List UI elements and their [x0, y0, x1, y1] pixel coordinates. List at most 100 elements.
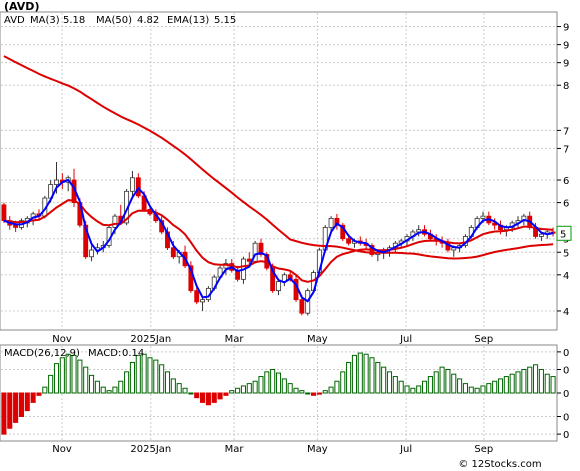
macd-bar: [451, 373, 457, 394]
macd-bar: [188, 392, 194, 395]
macd-bar: [533, 364, 539, 394]
price-legend: AVD MA(3) 5.18 MA(50) 4.82 EMA(13) 5.15: [4, 15, 236, 26]
price-y-tick-label: 6: [563, 199, 569, 210]
macd-bar: [200, 392, 206, 403]
macd-bar: [375, 361, 381, 394]
macd-bar: [94, 380, 100, 394]
candle-body: [276, 281, 281, 292]
candle-body: [538, 233, 544, 237]
macd-bar: [106, 390, 112, 394]
macd-bar: [211, 392, 217, 403]
macd-bar: [544, 373, 550, 394]
macd-bar: [147, 357, 153, 394]
macd-bar: [83, 366, 89, 394]
macd-y-tick-label: 0: [563, 430, 569, 441]
macd-legend: MACD(26,12,9) MACD: 0.14: [4, 348, 144, 359]
macd-bar: [410, 387, 416, 394]
macd-bar: [30, 392, 36, 403]
price-x-tick-label: Mar: [225, 334, 245, 345]
price-x-tick-label: Jul: [399, 334, 412, 345]
macd-bar: [205, 392, 211, 406]
macd-bar: [100, 386, 106, 394]
macd-bar: [486, 383, 492, 394]
macd-bar: [258, 376, 264, 394]
legend-ma3-value: 5.18: [63, 15, 85, 26]
macd-bar: [538, 369, 544, 394]
macd-bar: [170, 378, 176, 394]
legend-ema13-value: 5.15: [214, 15, 236, 26]
price-lines: [3, 55, 554, 303]
candle-body: [135, 177, 141, 197]
macd-bar: [357, 352, 363, 394]
macd-bar: [112, 386, 118, 394]
price-y-tick-label: 9: [563, 41, 569, 52]
macd-bar: [59, 357, 65, 394]
price-x-tick-label: Sep: [474, 334, 493, 345]
macd-x-tick-label: Nov: [52, 444, 72, 455]
macd-y-axis: 0 0 0 0 0: [557, 348, 569, 441]
macd-bar: [270, 369, 276, 394]
macd-bar: [351, 354, 357, 394]
macd-bar: [229, 390, 235, 394]
macd-x-tick-label: May: [307, 444, 328, 455]
candle-body: [89, 249, 94, 258]
price-y-tick-label: 4: [563, 271, 569, 282]
price-y-tick-label: 5: [563, 248, 569, 259]
macd-y-tick-label: 0: [563, 413, 569, 424]
legend-symbol: AVD: [4, 15, 25, 26]
macd-bar: [24, 392, 30, 412]
price-y-axis: 9 9 9 8 7 7 6 6 5 5 4 4: [557, 23, 569, 318]
macd-bar: [363, 353, 369, 394]
macd-bar: [176, 383, 182, 394]
macd-bar: [252, 380, 258, 394]
last-price-label: 5: [560, 229, 566, 240]
macd-bar: [77, 359, 83, 394]
candle-body: [1, 204, 7, 222]
price-y-tick-label: 9: [563, 23, 569, 34]
macd-bar: [299, 390, 305, 394]
macd-legend-value: 0.14: [122, 348, 144, 359]
price-y-tick-label: 9: [563, 59, 569, 70]
macd-y-tick-label: 0: [563, 389, 569, 400]
candle-body: [299, 299, 305, 314]
macd-bar: [316, 392, 322, 395]
price-panel: [0, 11, 558, 331]
price-y-tick-label: 7: [563, 126, 569, 137]
macd-legend-key: MACD:: [88, 348, 121, 359]
macd-bar: [53, 363, 60, 394]
candle-body: [194, 290, 200, 303]
macd-bar: [521, 369, 527, 394]
candle-body: [130, 177, 135, 192]
macd-bar: [7, 392, 13, 429]
macd-bar: [13, 392, 19, 423]
macd-bar: [392, 376, 398, 394]
macd-bar: [264, 371, 270, 394]
macd-bar: [240, 385, 246, 394]
macd-bar: [118, 380, 124, 394]
legend-ma50-label: MA(50): [96, 15, 132, 26]
macd-bar: [386, 371, 393, 394]
macd-bar: [135, 354, 141, 394]
macd-bar: [398, 380, 404, 394]
macd-bar: [194, 392, 200, 399]
macd-bar: [48, 374, 54, 394]
macd-bar: [369, 357, 375, 394]
price-x-tick-label: 2025Jan: [130, 334, 171, 345]
price-y-tick-label: 4: [563, 307, 569, 318]
legend-ema13-label: EMA(13): [167, 15, 209, 26]
price-x-tick-label: Nov: [52, 334, 72, 345]
macd-bar: [164, 371, 171, 394]
candle-body: [270, 267, 276, 292]
macd-bar: [182, 387, 188, 394]
macd-bar: [433, 371, 439, 394]
macd-bar: [281, 378, 287, 394]
macd-bar: [457, 378, 463, 394]
macd-x-tick-label: Sep: [474, 444, 493, 455]
ma50-line: [3, 55, 554, 260]
macd-bar: [89, 374, 95, 394]
macd-bar: [1, 392, 7, 435]
ma3-line: [3, 178, 554, 303]
macd-bar: [71, 354, 77, 394]
macd-bar: [124, 371, 130, 394]
macd-bar: [129, 361, 135, 394]
